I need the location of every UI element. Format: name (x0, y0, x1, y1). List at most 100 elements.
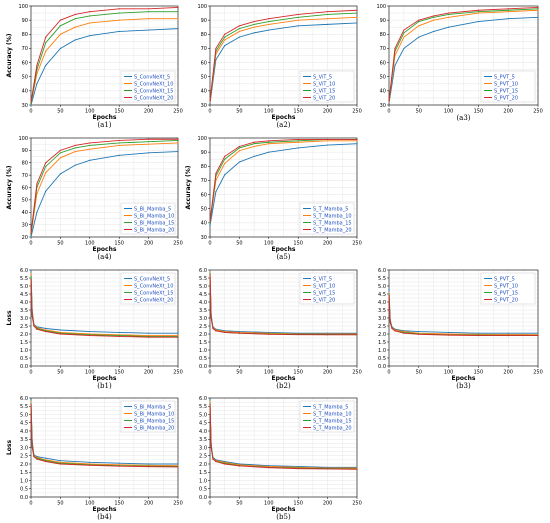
legend-entry: S_ViT_5 (313, 74, 332, 80)
data-point (507, 18, 509, 20)
data-point (148, 463, 150, 465)
y-tick-label: 4.0 (199, 429, 207, 435)
data-point (356, 9, 358, 11)
data-point (74, 164, 76, 166)
data-point (297, 140, 299, 142)
data-point (89, 11, 91, 13)
chart-panel-6: 0.0 0.5 1.0 1.5 2.0 2.5 3.0 3.5 4.0 4.5 5.0 5.5 6.0 0… (6, 268, 183, 390)
data-point (507, 8, 509, 10)
data-point (537, 16, 539, 18)
data-point (394, 64, 396, 66)
y-tick-label: 1.0 (20, 478, 28, 484)
data-point (448, 334, 450, 336)
legend-entry: S_T_Mamba_20 (313, 425, 352, 431)
data-point (36, 183, 38, 185)
data-point (224, 33, 226, 35)
data-point (297, 468, 299, 470)
data-point (268, 18, 270, 20)
data-point (45, 460, 47, 463)
panel-caption: (a2) (276, 121, 290, 129)
panel-caption: (a4) (97, 253, 111, 261)
legend-entry: S_ViT_5 (313, 276, 332, 282)
x-tick-label: 150 (114, 109, 124, 115)
data-point (297, 19, 299, 21)
data-point (59, 19, 62, 21)
series-line (388, 295, 538, 337)
data-point (477, 11, 479, 13)
data-point (45, 190, 47, 192)
y-tick-label: 6.0 (20, 396, 28, 402)
legend-entry: S_ConvNeXt_10 (134, 283, 173, 289)
legend-entry: S_Bi_Mamba_10 (134, 411, 174, 417)
data-point (238, 147, 240, 149)
y-tick-label: 70 (201, 178, 207, 184)
data-point (297, 141, 299, 143)
data-point (477, 9, 479, 11)
data-point (253, 155, 255, 157)
data-point (327, 23, 329, 25)
legend-entry: S_ViT_20 (313, 297, 335, 303)
x-axis-label: Epochs (272, 506, 296, 513)
y-tick-label: 80 (380, 32, 386, 38)
x-tick-label: 150 (114, 241, 124, 247)
x-tick-label: 150 (474, 370, 484, 376)
y-tick-label: 2.0 (199, 332, 207, 338)
panel-caption: (b3) (456, 382, 471, 390)
y-tick-label: 0.0 (378, 364, 386, 370)
data-point (507, 335, 509, 337)
data-point (224, 463, 226, 465)
y-tick-label: 100 (197, 4, 207, 10)
legend-entry: S_Bi_Mamba_15 (134, 220, 174, 226)
data-point (45, 162, 47, 164)
data-point (253, 145, 255, 148)
data-point (148, 141, 150, 143)
data-point (297, 147, 299, 149)
y-tick-label: 6.0 (20, 268, 28, 274)
y-tick-label: 3.5 (20, 437, 28, 443)
y-tick-label: 90 (22, 18, 28, 24)
data-point (89, 15, 91, 17)
y-tick-label: 80 (22, 161, 28, 167)
data-point (74, 147, 76, 149)
panel-caption: (a5) (276, 253, 290, 261)
data-point (297, 334, 299, 336)
y-tick-label: 3.5 (378, 308, 386, 314)
y-axis-label: Accuracy (%) (6, 165, 13, 209)
data-point (59, 333, 62, 335)
data-point (177, 465, 179, 467)
legend-entry: S_PVT_5 (494, 74, 515, 80)
y-axis-label: Loss (6, 440, 13, 456)
data-point (45, 327, 47, 329)
x-tick-label: 200 (144, 370, 154, 376)
data-point (224, 36, 226, 38)
data-point (356, 466, 358, 468)
data-point (118, 142, 120, 144)
data-point (418, 25, 420, 27)
y-tick-label: 1.5 (199, 340, 207, 346)
data-point (433, 15, 435, 17)
chart-panel-1: 30 40 50 60 70 80 90 100 0 50 100 150 200 250 Epochs Ac… (6, 4, 183, 129)
data-point (31, 446, 33, 449)
data-point (268, 465, 270, 468)
y-tick-label: 100 (376, 4, 386, 10)
y-tick-label: 4.0 (20, 429, 28, 435)
y-tick-label: 5.5 (199, 404, 207, 410)
data-point (418, 333, 420, 335)
legend-entry: S_T_Mamba_15 (313, 220, 352, 226)
data-point (477, 20, 479, 23)
legend-entry: S_ViT_15 (313, 88, 335, 94)
data-point (448, 12, 450, 14)
data-point (537, 9, 539, 11)
y-tick-label: 0.5 (378, 356, 386, 362)
legend-entry: S_Bi_Mamba_20 (134, 425, 174, 431)
data-point (403, 47, 405, 50)
y-tick-label: 70 (22, 173, 28, 179)
y-tick-label: 3.0 (199, 316, 207, 322)
axes-frame (30, 5, 179, 106)
data-point (327, 140, 329, 142)
data-point (30, 102, 32, 105)
chart-panel-4: 20 30 40 50 60 70 80 90 100 0 50 100 150 200 250 Epochs… (6, 136, 183, 261)
y-tick-label: 1.5 (20, 470, 28, 476)
legend-entry: S_PVT_20 (494, 297, 518, 303)
